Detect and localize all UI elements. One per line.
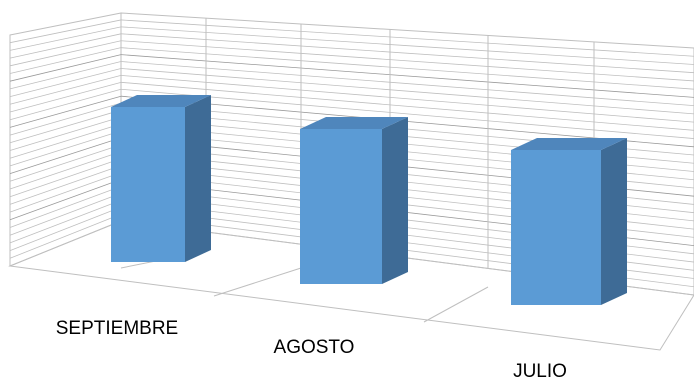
side-wall-gridline	[9, 144, 122, 182]
side-wall-gridline	[9, 199, 122, 244]
side-wall-gridline	[9, 158, 122, 198]
side-wall-gridline	[9, 151, 122, 190]
side-wall-gridline	[9, 81, 122, 113]
category-label-septiembre: SEPTIEMBRE	[56, 318, 178, 339]
side-wall-gridline	[9, 172, 122, 213]
back-wall-gridline	[120, 26, 694, 65]
side-wall-gridline	[9, 75, 122, 105]
chart-bars	[111, 95, 627, 305]
side-wall-gridline	[9, 192, 122, 236]
side-wall-gridline	[9, 33, 122, 59]
bar-julio-side	[601, 138, 627, 305]
back-wall-gridline	[120, 75, 694, 123]
side-wall-gridline	[9, 26, 122, 51]
floor-divider	[213, 267, 302, 297]
bar-agosto-top	[300, 117, 408, 129]
side-wall-gridline	[9, 109, 122, 144]
side-wall-gridline	[9, 88, 122, 121]
back-wall-gridline	[120, 61, 694, 107]
bar-septiembre	[111, 107, 185, 262]
side-wall-gridline	[9, 102, 122, 136]
side-wall-gridline	[9, 40, 122, 67]
category-label-julio: JULIO	[513, 361, 567, 379]
side-wall-gridline	[9, 19, 122, 44]
category-labels: SEPTIEMBRE AGOSTO JULIO	[56, 318, 567, 379]
side-wall-gridline	[9, 54, 122, 82]
back-wall-gridline	[120, 54, 694, 98]
bar-julio-top	[511, 138, 627, 150]
back-wall-gridline	[120, 19, 694, 57]
side-wall-gridline	[9, 213, 122, 259]
back-wall-gridline	[120, 88, 694, 139]
back-wall-gridline	[120, 40, 694, 82]
bar-septiembre-top	[111, 95, 211, 107]
side-wall-gridline	[9, 68, 122, 97]
side-wall-gridline	[9, 179, 122, 221]
side-wall-gridline	[9, 123, 122, 159]
side-wall-gridline	[9, 165, 122, 205]
back-wall-gridline	[120, 33, 694, 74]
side-wall-gridline	[9, 47, 122, 74]
side-wall-gridline	[9, 130, 122, 167]
back-wall-gridline	[120, 47, 694, 90]
floor-divider	[423, 286, 489, 323]
side-wall-gridline	[9, 116, 122, 151]
bar-agosto	[300, 129, 382, 284]
bar-agosto-side	[382, 117, 408, 284]
side-wall-gridline	[9, 137, 122, 174]
side-wall-gridline	[9, 61, 122, 90]
back-wall-gridline	[120, 81, 694, 131]
side-wall-gridline	[9, 95, 122, 128]
category-label-agosto: AGOSTO	[274, 337, 355, 358]
floor-plane	[8, 220, 694, 351]
side-wall-gridline	[9, 206, 122, 251]
bar-julio	[511, 150, 601, 305]
bar-septiembre-side	[185, 95, 211, 262]
side-wall-gridline	[9, 185, 122, 228]
back-wall-gridline	[120, 68, 694, 115]
